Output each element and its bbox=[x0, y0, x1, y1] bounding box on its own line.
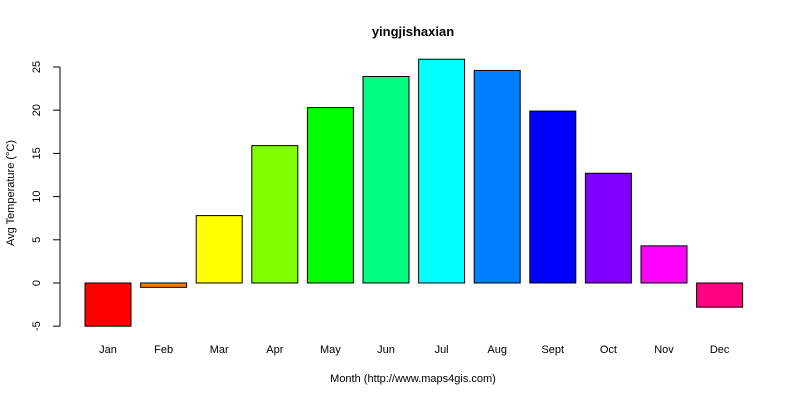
x-tick-label: Aug bbox=[487, 344, 507, 356]
bar-aug bbox=[473, 69, 521, 284]
x-tick-label: Feb bbox=[154, 344, 173, 356]
bar-sept bbox=[529, 110, 577, 284]
chart-title: yingjishaxian bbox=[372, 24, 454, 39]
bar-dec bbox=[696, 282, 744, 308]
x-tick-labels: Jan Feb Mar Apr May Jun Jul Aug Sept Oct Nov Dec bbox=[99, 344, 730, 356]
y-tick-label: 5 bbox=[31, 237, 43, 243]
bar-feb bbox=[140, 282, 188, 288]
x-tick-label: Dec bbox=[710, 344, 730, 356]
y-tick-label: 10 bbox=[31, 190, 43, 202]
y-axis-label: Avg Temperature (°C) bbox=[5, 140, 17, 246]
y-tick-label: 0 bbox=[31, 280, 43, 286]
x-tick-label: Sept bbox=[541, 344, 564, 356]
y-tick-label: 25 bbox=[31, 61, 43, 73]
y-tick-label: -5 bbox=[31, 321, 43, 331]
bar-nov bbox=[640, 245, 688, 284]
x-tick-label: Nov bbox=[654, 344, 674, 356]
bar-jun bbox=[362, 76, 410, 284]
bar-jul bbox=[418, 58, 466, 284]
x-tick-label: May bbox=[320, 344, 341, 356]
x-axis-label: Month (http://www.maps4gis.com) bbox=[330, 373, 496, 385]
x-tick-label: Jan bbox=[99, 344, 117, 356]
y-tick-label: 15 bbox=[31, 147, 43, 159]
bar-apr bbox=[251, 145, 299, 284]
bar-may bbox=[306, 107, 354, 284]
x-tick-label: Jun bbox=[377, 344, 395, 356]
x-tick-label: Apr bbox=[266, 344, 283, 356]
x-tick-label: Oct bbox=[600, 344, 617, 356]
y-tick-label: 20 bbox=[31, 104, 43, 116]
x-tick-label: Jul bbox=[435, 344, 449, 356]
x-tick-label: Mar bbox=[210, 344, 229, 356]
bar-mar bbox=[195, 215, 243, 284]
bar-oct bbox=[584, 172, 632, 284]
bar-jan bbox=[84, 282, 132, 327]
bars-group bbox=[84, 58, 744, 327]
y-axis: -5 0 5 10 15 20 25 bbox=[31, 61, 61, 331]
